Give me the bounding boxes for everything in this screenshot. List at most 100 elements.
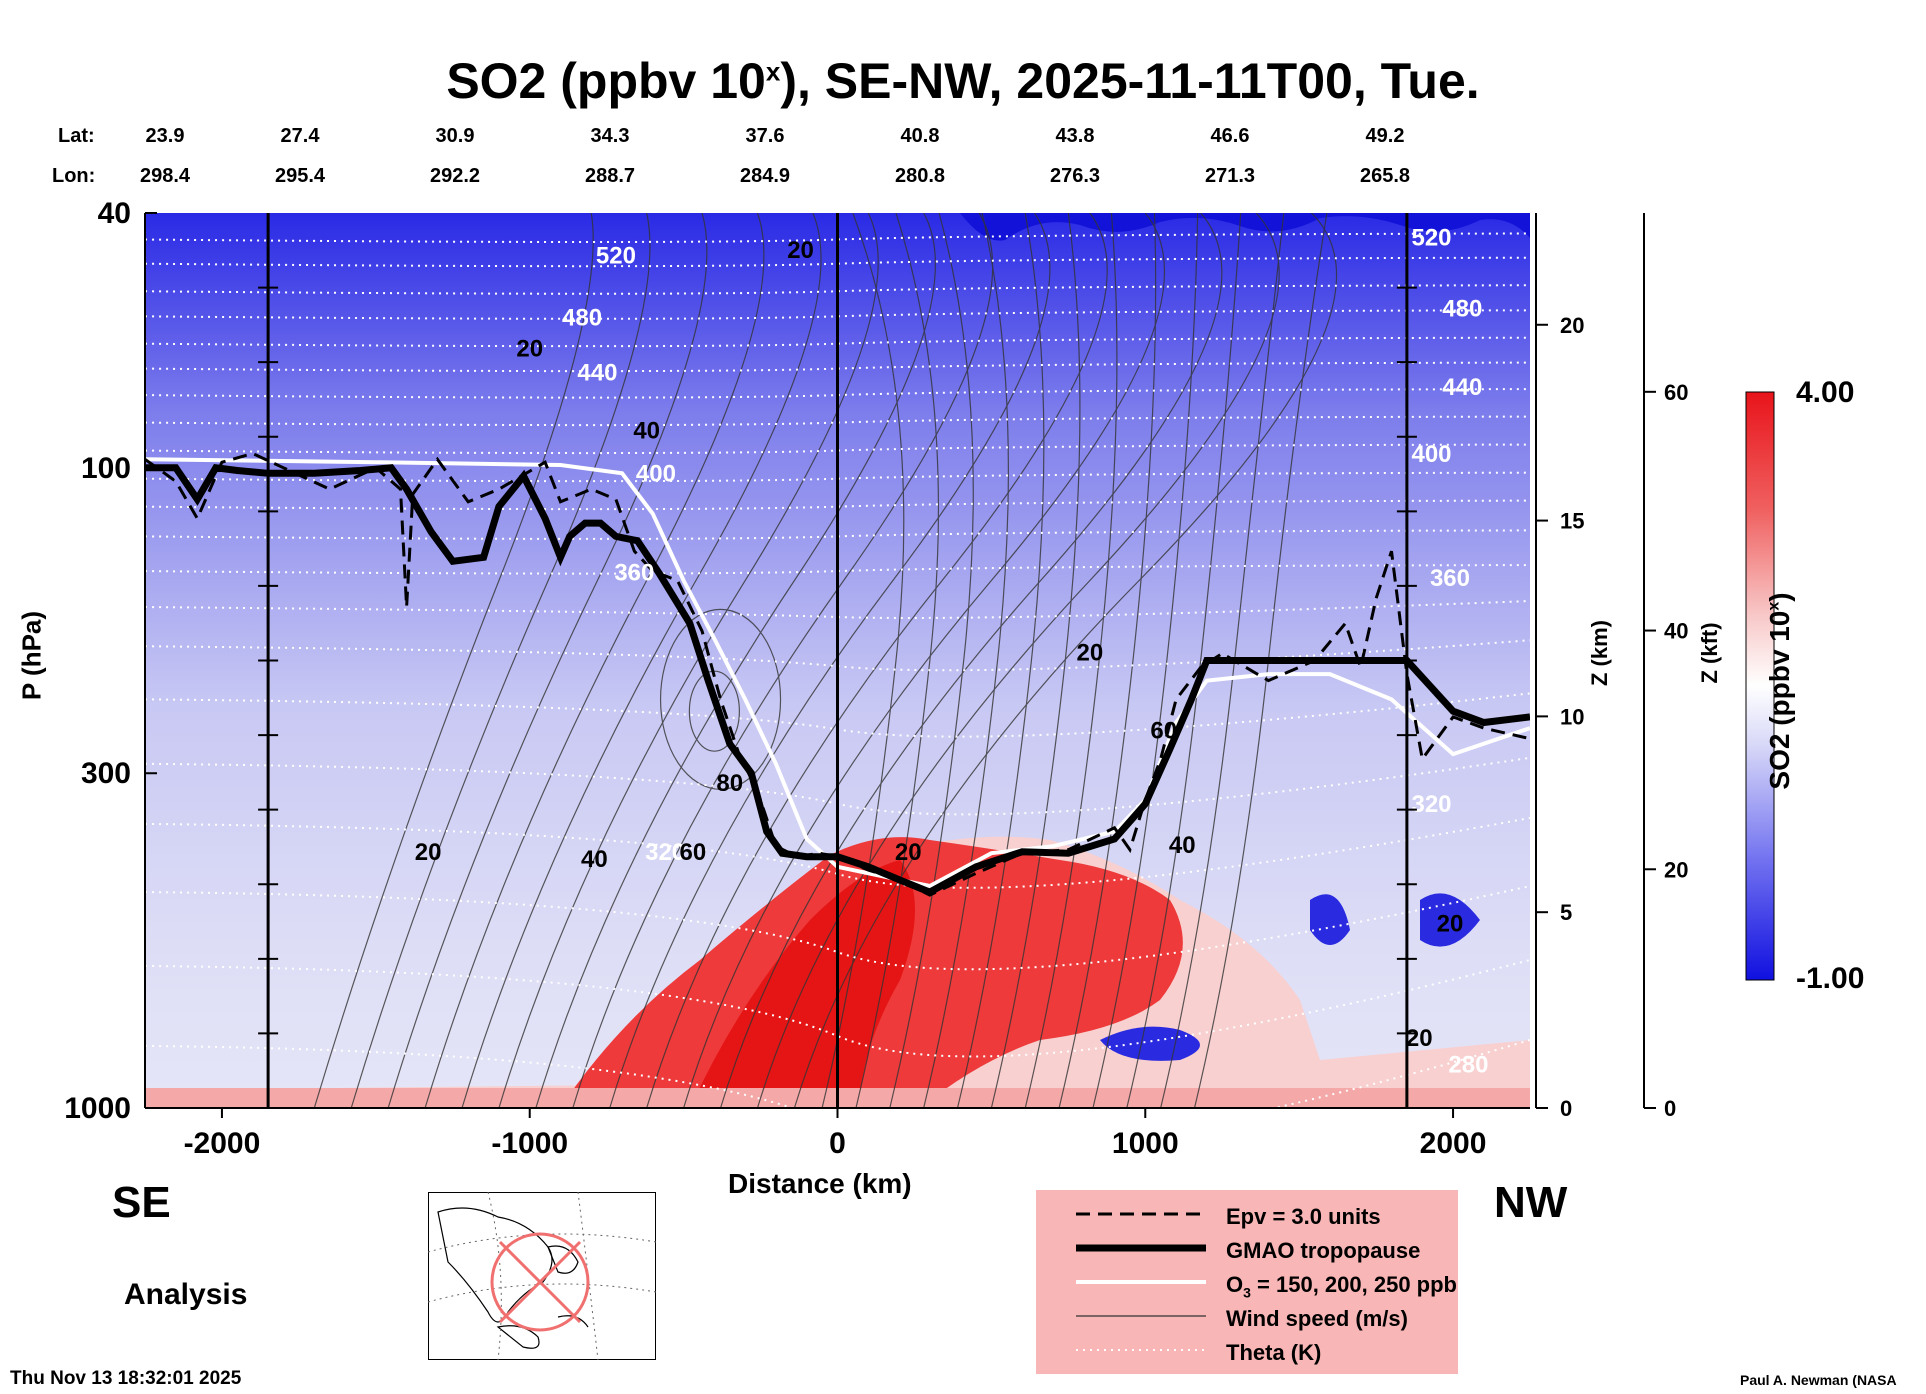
theta-label: 360 xyxy=(1430,565,1470,592)
so2-low-blob xyxy=(1420,893,1480,947)
wind-contour xyxy=(535,213,936,1108)
legend-item-epv: Epv = 3.0 units xyxy=(1036,1200,1458,1234)
wind-label: 40 xyxy=(1169,832,1196,859)
x-axis-label: Distance (km) xyxy=(728,1168,912,1199)
theta-line xyxy=(145,232,1530,243)
theta-line xyxy=(145,309,1530,320)
theta-line xyxy=(145,443,1530,455)
theta-line xyxy=(145,415,1530,427)
theta-label: 320 xyxy=(1411,791,1451,818)
wind-label: 40 xyxy=(633,417,660,444)
lon-value: 265.8 xyxy=(1359,165,1411,187)
wind-contour xyxy=(793,213,1338,1108)
colorbar-label: SO2 (ppbv 10x) xyxy=(1764,592,1795,790)
so2-core-deep xyxy=(690,860,915,1108)
x-tick-label: 1000 xyxy=(1112,1127,1179,1160)
lat-value: 40.8 xyxy=(900,125,940,147)
lon-value: 288.7 xyxy=(584,165,636,187)
wind-contour xyxy=(387,213,708,1108)
wind-label: 40 xyxy=(581,846,608,873)
wind-label: 80 xyxy=(716,770,743,797)
theta-line xyxy=(145,600,1530,619)
theta-label: 360 xyxy=(614,560,654,587)
wind-label: 20 xyxy=(516,335,543,362)
epv-line xyxy=(145,451,1530,897)
lat-value: 30.9 xyxy=(435,125,475,147)
wind-label: 20 xyxy=(1406,1025,1433,1052)
lat-value: 37.6 xyxy=(745,125,785,147)
wind-label: 20 xyxy=(1437,910,1464,937)
lat-value: 49.2 xyxy=(1365,125,1405,147)
y-tick-label: 40 xyxy=(98,197,131,230)
y-tick-label: 100 xyxy=(81,452,131,485)
legend-label: Epv = 3.0 units xyxy=(1226,1204,1381,1229)
x-tick-label: 0 xyxy=(829,1127,846,1160)
legend: Epv = 3.0 units GMAO tropopause O3 = 150… xyxy=(1036,1190,1458,1374)
theta-line xyxy=(145,529,1530,540)
x-tick-label: -1000 xyxy=(491,1127,568,1160)
lon-value: 284.9 xyxy=(739,165,791,187)
wind-contour xyxy=(956,213,1045,1108)
direction-nw: NW xyxy=(1494,1178,1568,1227)
wind-contour xyxy=(659,608,782,790)
wind-contour xyxy=(461,213,822,1108)
theta-label: 520 xyxy=(1411,225,1451,252)
wind-contour xyxy=(1058,213,1157,1108)
colorbar-min-label: -1.00 xyxy=(1796,962,1865,995)
wind-contour xyxy=(609,213,1051,1108)
theta-line xyxy=(145,471,1530,483)
lat-row-label: Lat: xyxy=(58,125,95,147)
theta-line xyxy=(145,564,1530,575)
lon-value: 298.4 xyxy=(139,165,191,187)
theta-label: 280 xyxy=(1448,1051,1488,1078)
legend-item-theta: Theta (K) xyxy=(1036,1336,1458,1370)
theta-label: 480 xyxy=(562,305,602,332)
z-kft-tick-label: 0 xyxy=(1664,1096,1676,1121)
lon-value: 295.4 xyxy=(274,165,326,187)
lat-value: 34.3 xyxy=(590,125,630,147)
footer-credit: Paul A. Newman (NASA xyxy=(1740,1372,1897,1388)
theta-labels: 520 480 440 400 360 320 520 480 440 400 360 320 280 xyxy=(562,225,1488,1079)
wind-contour xyxy=(498,213,879,1108)
wind-contour xyxy=(1126,213,1242,1108)
wind-contour xyxy=(313,213,594,1108)
footer-timestamp: Thu Nov 13 18:32:01 2025 xyxy=(10,1368,242,1389)
theta-line xyxy=(145,499,1530,511)
wind-contour xyxy=(1092,213,1199,1108)
locator-map-svg xyxy=(427,1191,657,1361)
lon-value: 271.3 xyxy=(1204,165,1256,187)
locator-map xyxy=(427,1191,657,1361)
theta-label: 320 xyxy=(645,839,685,866)
y-tick-label: 300 xyxy=(81,757,131,790)
wind-contour xyxy=(424,213,765,1108)
lon-row-label: Lon: xyxy=(52,165,96,187)
wind-label: 20 xyxy=(1077,640,1104,667)
wind-labels: 20 40 20 80 60 40 20 20 60 40 20 20 20 xyxy=(415,237,1464,1052)
legend-item-wind: Wind speed (m/s) xyxy=(1036,1302,1458,1336)
legend-label: O3 = 150, 200, 250 ppb xyxy=(1226,1272,1457,1301)
lon-value: 276.3 xyxy=(1049,165,1101,187)
theta-label: 520 xyxy=(596,243,636,270)
theta-label: 440 xyxy=(1442,374,1482,401)
y-axis-label: P (hPa) xyxy=(16,610,47,701)
colorbar xyxy=(1745,391,1775,981)
theta-line xyxy=(145,256,1530,268)
z-kft-axis-label: Z (kft) xyxy=(1697,622,1722,684)
wind-contour xyxy=(719,213,1223,1108)
wind-contour xyxy=(350,213,651,1108)
y-tick-label: 1000 xyxy=(64,1092,131,1125)
theta-line xyxy=(145,885,1530,971)
legend-label: Theta (K) xyxy=(1226,1340,1322,1365)
map-section-line xyxy=(498,1240,582,1324)
legend-item-tropopause: GMAO tropopause xyxy=(1036,1234,1458,1268)
theta-label: 480 xyxy=(1442,295,1482,322)
theta-line xyxy=(145,388,1530,399)
z-km-tick-label: 20 xyxy=(1560,313,1584,338)
wind-contour xyxy=(923,213,1009,1108)
colorbar-max-label: 4.00 xyxy=(1796,376,1855,409)
z-km-tick-label: 5 xyxy=(1560,900,1572,925)
wind-contour xyxy=(683,213,1165,1108)
theta-line xyxy=(145,284,1530,295)
z-km-axis-label: Z (km) xyxy=(1587,620,1612,686)
lon-value: 280.8 xyxy=(894,165,946,187)
